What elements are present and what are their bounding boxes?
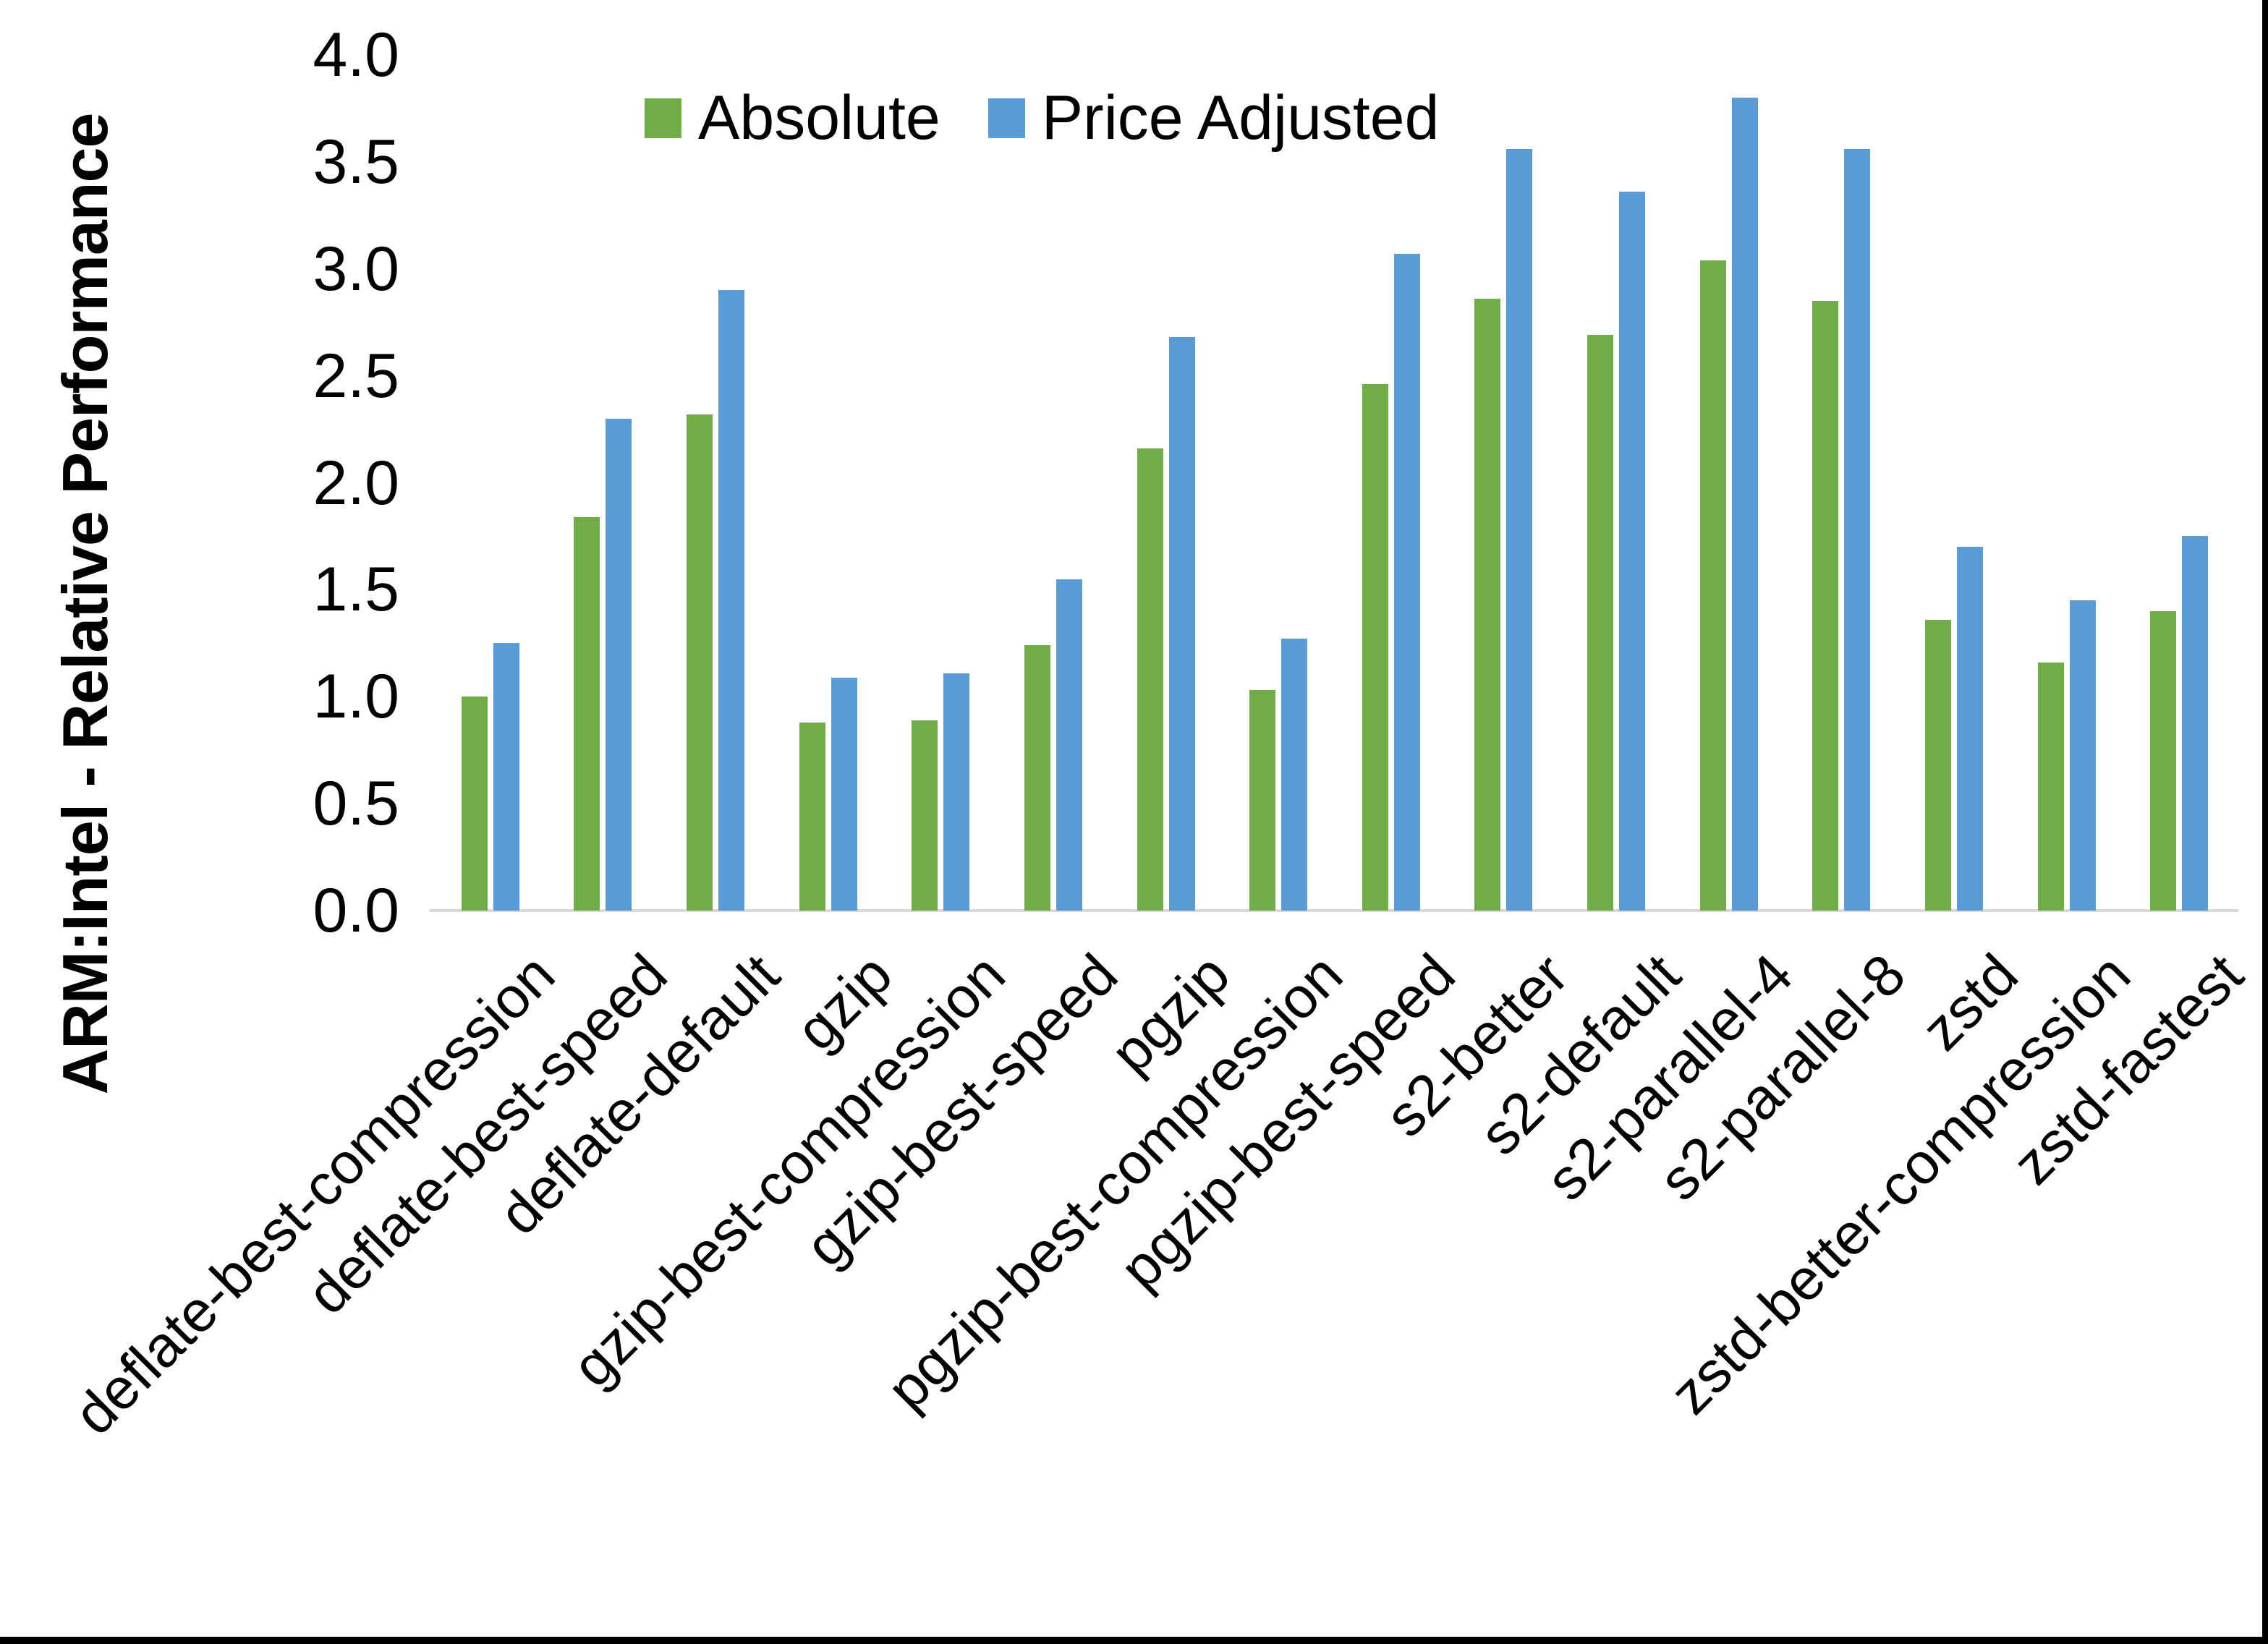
y-tick-label: 1.0 xyxy=(313,662,399,732)
bar-price-adjusted-zstd-fastest xyxy=(2182,536,2209,911)
screenshot-bottom-border xyxy=(0,1637,2268,1644)
bar-price-adjusted-s2-parallel-8 xyxy=(1844,149,1871,911)
bar-price-adjusted-pgzip-best-compression xyxy=(1281,639,1308,911)
bar-price-adjusted-gzip-best-compression xyxy=(943,673,970,911)
legend-item-price-adjusted: Price Adjusted xyxy=(988,83,1440,153)
bar-price-adjusted-s2-default xyxy=(1619,192,1646,911)
bar-absolute-s2-parallel-4 xyxy=(1699,260,1726,911)
bar-group-s2-parallel-4 xyxy=(1673,55,1785,911)
bar-group-zstd-fastest xyxy=(2123,55,2235,911)
legend: Absolute Price Adjusted xyxy=(645,87,1487,149)
bar-price-adjusted-gzip-best-speed xyxy=(1056,579,1082,911)
x-axis-line xyxy=(430,909,2238,912)
bar-absolute-gzip-best-compression xyxy=(912,720,938,911)
bar-absolute-deflate-best-compression xyxy=(461,697,488,911)
screenshot-right-border xyxy=(2262,0,2268,1644)
bar-price-adjusted-zstd xyxy=(1956,547,1983,911)
bar-group-s2-better xyxy=(1448,55,1560,911)
bar-absolute-zstd xyxy=(1924,619,1951,911)
legend-swatch-icon xyxy=(645,98,681,138)
y-tick-label: 0.0 xyxy=(313,876,399,945)
bar-absolute-deflate-default xyxy=(687,414,713,911)
bar-absolute-pgzip-best-speed xyxy=(1362,384,1388,911)
plot-area xyxy=(430,55,2238,912)
bar-price-adjusted-s2-parallel-4 xyxy=(1731,98,1758,911)
legend-label: Price Adjusted xyxy=(1041,83,1440,153)
bar-price-adjusted-gzip xyxy=(831,677,857,911)
y-tick-label: 3.5 xyxy=(313,127,399,197)
bar-group-deflate-best-compression xyxy=(434,55,547,911)
bar-absolute-zstd-better-compression xyxy=(2037,662,2064,911)
bar-absolute-s2-better xyxy=(1474,299,1501,911)
bar-absolute-s2-parallel-8 xyxy=(1812,301,1839,911)
y-tick-label: 3.0 xyxy=(313,234,399,304)
bar-group-gzip xyxy=(772,55,885,911)
bar-absolute-pgzip-best-compression xyxy=(1249,690,1276,911)
bar-absolute-gzip-best-speed xyxy=(1024,645,1050,911)
bar-group-deflate-default xyxy=(659,55,772,911)
bar-price-adjusted-deflate-best-compression xyxy=(493,643,519,911)
bar-group-gzip-best-speed xyxy=(997,55,1110,911)
y-tick-label: 2.0 xyxy=(313,448,399,518)
bar-absolute-gzip xyxy=(799,722,825,911)
bar-group-s2-parallel-8 xyxy=(1785,55,1898,911)
y-axis-title: ARM:Intel - Relative Performance xyxy=(49,113,121,1095)
y-tick-label: 4.0 xyxy=(313,20,399,90)
legend-label: Absolute xyxy=(698,83,940,153)
legend-swatch-icon xyxy=(988,98,1025,138)
bar-group-pgzip xyxy=(1110,55,1223,911)
bar-price-adjusted-zstd-better-compression xyxy=(2069,600,2096,911)
bar-group-pgzip-best-speed xyxy=(1335,55,1448,911)
bar-price-adjusted-pgzip-best-speed xyxy=(1393,254,1420,911)
bar-group-zstd-better-compression xyxy=(2010,55,2123,911)
legend-item-absolute: Absolute xyxy=(645,87,940,149)
bar-absolute-zstd-fastest xyxy=(2150,610,2177,911)
x-axis-label-deflate-best-compression: deflate-best-compression xyxy=(61,942,566,1447)
bar-absolute-pgzip xyxy=(1137,448,1163,911)
bar-price-adjusted-deflate-default xyxy=(718,290,745,911)
bar-group-pgzip-best-compression xyxy=(1222,55,1335,911)
bar-price-adjusted-pgzip xyxy=(1168,337,1195,911)
bar-price-adjusted-s2-better xyxy=(1506,149,1533,911)
y-tick-label: 2.5 xyxy=(313,341,399,411)
bar-group-s2-default xyxy=(1560,55,1673,911)
y-tick-label: 0.5 xyxy=(313,769,399,839)
bar-group-zstd xyxy=(1898,55,2010,911)
bar-group-deflate-best-speed xyxy=(547,55,660,911)
bar-absolute-s2-default xyxy=(1587,335,1614,911)
bar-price-adjusted-deflate-best-speed xyxy=(606,418,632,911)
y-tick-label: 1.5 xyxy=(313,555,399,625)
bar-group-gzip-best-compression xyxy=(885,55,998,911)
bar-absolute-deflate-best-speed xyxy=(574,516,600,911)
